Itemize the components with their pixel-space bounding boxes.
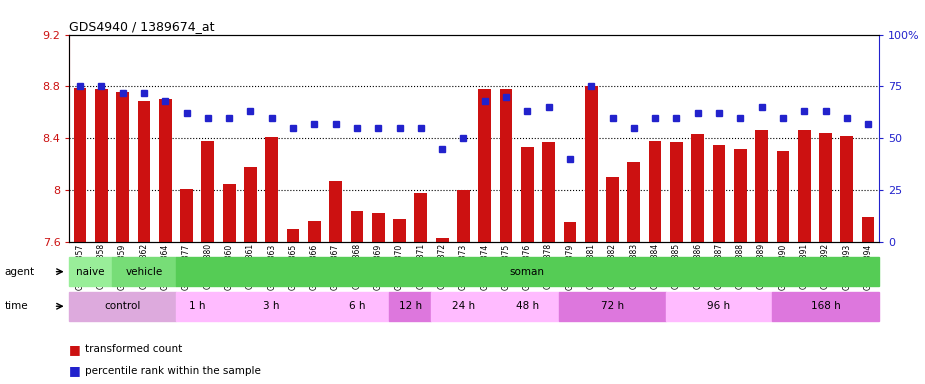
Text: soman: soman [510, 266, 545, 277]
Bar [797, 131, 810, 242]
Bar [95, 89, 107, 242]
Bar [563, 222, 576, 242]
Bar [176, 257, 879, 286]
Bar [734, 149, 746, 242]
Text: transformed count: transformed count [85, 344, 182, 354]
Text: 72 h: 72 h [601, 301, 624, 311]
Bar [772, 292, 879, 321]
Bar [820, 133, 832, 242]
Bar [478, 89, 491, 242]
Bar [176, 292, 218, 321]
Bar [776, 151, 789, 242]
Text: percentile rank within the sample: percentile rank within the sample [85, 366, 261, 376]
Bar [431, 292, 496, 321]
Bar [74, 88, 86, 242]
Bar [691, 134, 704, 242]
Bar [648, 141, 661, 242]
Text: ■: ■ [69, 343, 81, 356]
Text: 12 h: 12 h [399, 301, 422, 311]
Bar [606, 177, 619, 242]
Text: 48 h: 48 h [516, 301, 539, 311]
Bar [287, 229, 300, 242]
Bar [670, 142, 683, 242]
Bar [223, 184, 236, 242]
Text: GDS4940 / 1389674_at: GDS4940 / 1389674_at [69, 20, 215, 33]
Text: 3 h: 3 h [264, 301, 280, 311]
Bar [69, 292, 176, 321]
Bar [351, 211, 364, 242]
Text: 1 h: 1 h [189, 301, 205, 311]
Text: control: control [105, 301, 141, 311]
Bar [244, 167, 257, 242]
Bar [666, 292, 772, 321]
Bar [112, 257, 176, 286]
Bar [542, 142, 555, 242]
Bar [138, 101, 150, 242]
Text: ■: ■ [69, 364, 81, 377]
Bar [265, 137, 278, 242]
Bar [69, 257, 112, 286]
Bar [414, 193, 427, 242]
Text: 96 h: 96 h [708, 301, 731, 311]
Text: 6 h: 6 h [349, 301, 365, 311]
Bar [496, 292, 560, 321]
Bar [627, 162, 640, 242]
Bar [841, 136, 853, 242]
Bar [329, 181, 342, 242]
Bar [117, 91, 129, 242]
Bar [308, 221, 321, 242]
Text: naive: naive [77, 266, 105, 277]
Text: 168 h: 168 h [810, 301, 841, 311]
Text: time: time [5, 301, 29, 311]
Bar [560, 292, 666, 321]
Bar [388, 292, 431, 321]
Bar [521, 147, 534, 242]
Bar [585, 86, 598, 242]
Bar [712, 145, 725, 242]
Bar [325, 292, 388, 321]
Bar [755, 131, 768, 242]
Text: agent: agent [5, 266, 35, 277]
Bar [372, 214, 385, 242]
Bar [180, 189, 193, 242]
Bar [500, 89, 512, 242]
Bar [159, 99, 172, 242]
Bar [393, 218, 406, 242]
Bar [862, 217, 874, 242]
Bar [436, 238, 449, 242]
Bar [457, 190, 470, 242]
Text: vehicle: vehicle [125, 266, 163, 277]
Bar [202, 141, 215, 242]
Bar [218, 292, 325, 321]
Text: 24 h: 24 h [451, 301, 475, 311]
